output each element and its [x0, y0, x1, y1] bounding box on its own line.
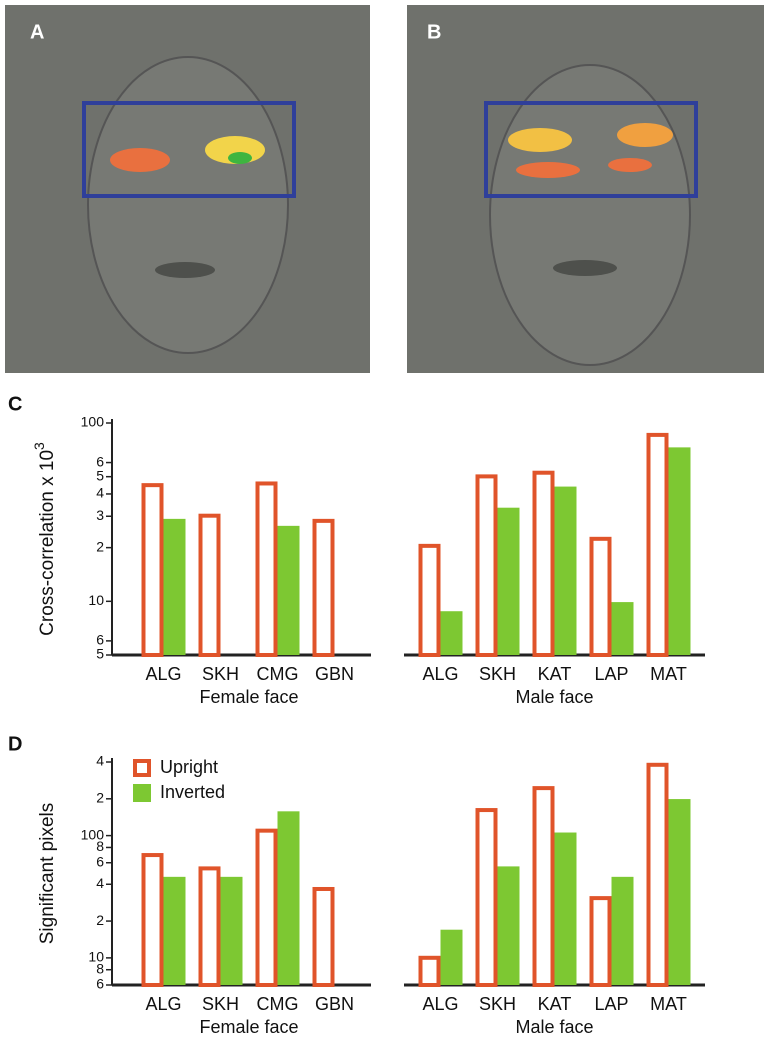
group-label: Female face: [199, 1017, 298, 1037]
panel-label: D: [8, 733, 22, 755]
x-tick-label: SKH: [202, 664, 239, 684]
y-tick-label: 6: [96, 453, 104, 469]
x-tick-label: KAT: [538, 994, 572, 1014]
y-tick-label: 4: [96, 875, 104, 891]
bar: [589, 896, 612, 988]
y-axis-label: Significant pixels: [37, 803, 58, 945]
y-tick-label: 8: [96, 838, 104, 854]
y-tick-label: 6: [96, 632, 104, 648]
x-tick-label: MAT: [650, 664, 687, 684]
x-tick-label: CMG: [257, 994, 299, 1014]
legend-swatch: [133, 759, 151, 777]
x-tick-label: GBN: [315, 994, 354, 1014]
bar: [532, 786, 555, 987]
x-tick-label: KAT: [538, 664, 572, 684]
bar: [611, 876, 634, 985]
image-a: A: [5, 5, 370, 373]
x-tick-label: SKH: [479, 994, 516, 1014]
bar: [554, 486, 577, 655]
y-tick-label: 4: [96, 753, 104, 769]
bar: [497, 866, 520, 985]
y-tick-label: 100: [81, 414, 105, 430]
x-tick-label: ALG: [145, 664, 181, 684]
bar: [141, 853, 164, 987]
y-tick-label: 3: [96, 507, 104, 523]
bar: [646, 432, 669, 658]
y-axis-label-exponent: 3: [31, 442, 47, 450]
x-tick-label: LAP: [594, 994, 628, 1014]
group-label: Male face: [515, 1017, 593, 1037]
bar: [440, 611, 463, 655]
x-tick-label: MAT: [650, 994, 687, 1014]
bar: [475, 474, 498, 657]
bar: [589, 536, 612, 657]
x-tick-label: GBN: [315, 664, 354, 684]
y-axis-label: Cross-correlation x 103: [31, 442, 58, 636]
x-tick-label: ALG: [145, 994, 181, 1014]
x-tick-label: LAP: [594, 664, 628, 684]
bar: [611, 602, 634, 655]
y-tick-label: 8: [96, 960, 104, 976]
y-tick-label: 100: [81, 826, 105, 842]
bar: [163, 518, 186, 655]
panel-label: B: [427, 21, 441, 43]
bar: [255, 481, 278, 657]
bar: [554, 832, 577, 985]
legend-swatch: [133, 784, 151, 802]
x-tick-label: SKH: [202, 994, 239, 1014]
bar: [497, 507, 520, 655]
legend-label: Upright: [160, 757, 218, 777]
x-tick-label: CMG: [257, 664, 299, 684]
bar: [141, 483, 164, 657]
bar: [440, 929, 463, 985]
x-tick-label: ALG: [422, 994, 458, 1014]
bar: [198, 866, 221, 987]
x-tick-label: SKH: [479, 664, 516, 684]
y-tick-label: 6: [96, 853, 104, 869]
bar: [163, 876, 186, 985]
y-tick-label: 6: [96, 976, 104, 992]
bar: [220, 876, 243, 985]
y-tick-label: 2: [96, 538, 104, 554]
bar: [418, 543, 441, 657]
bar: [312, 518, 335, 657]
y-tick-label: 2: [96, 912, 104, 928]
bar: [668, 447, 691, 655]
bar: [532, 470, 555, 657]
bar: [198, 513, 221, 657]
bar: [418, 955, 441, 987]
bar: [277, 525, 300, 655]
bar: [312, 886, 335, 988]
x-tick-label: ALG: [422, 664, 458, 684]
y-tick-label: 10: [88, 949, 104, 965]
bar: [475, 808, 498, 987]
legend-label: Inverted: [160, 782, 225, 802]
panel-label: C: [8, 393, 22, 415]
y-tick-label: 4: [96, 485, 104, 501]
panel-label: A: [30, 21, 44, 43]
image-b: B: [407, 5, 764, 373]
bar: [255, 828, 278, 987]
bar: [646, 762, 669, 987]
y-tick-label: 5: [96, 646, 104, 662]
y-tick-label: 10: [88, 592, 104, 608]
bar: [668, 799, 691, 985]
y-tick-label: 5: [96, 467, 104, 483]
group-label: Male face: [515, 687, 593, 707]
bar: [277, 811, 300, 985]
group-label: Female face: [199, 687, 298, 707]
y-tick-label: 2: [96, 790, 104, 806]
